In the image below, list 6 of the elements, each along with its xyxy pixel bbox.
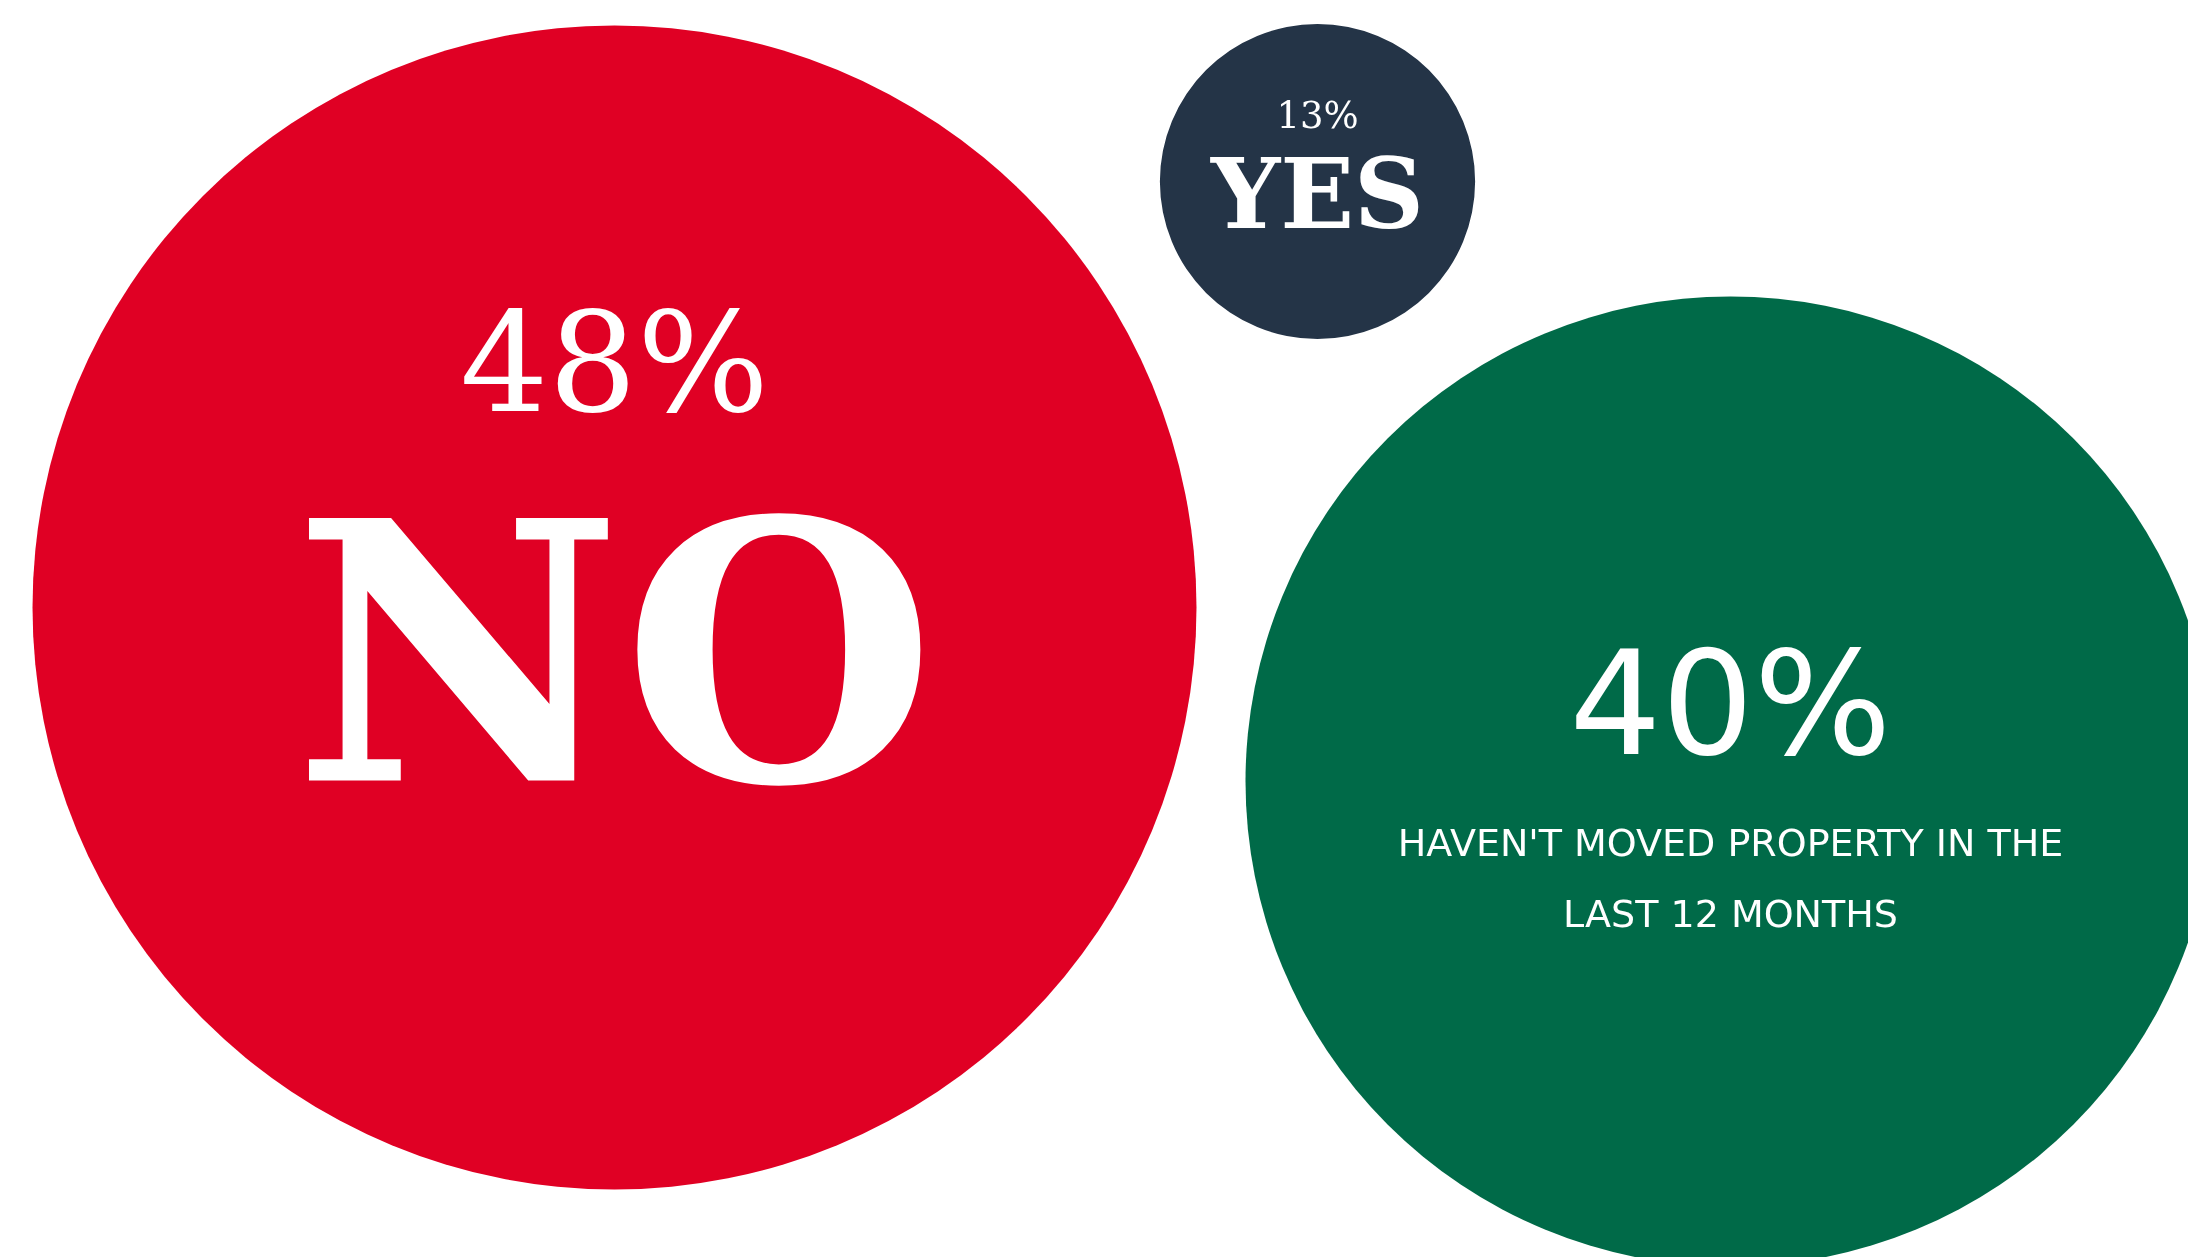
data-label: 48% xyxy=(460,282,769,445)
category-label: YES xyxy=(1209,137,1425,252)
data-label: 13% xyxy=(1276,93,1359,137)
category-label: NO xyxy=(293,442,936,866)
data-label: 40% xyxy=(1569,619,1892,789)
category-label: HAVEN'T MOVED PROPERTY IN THE LAST 12 MONTHS xyxy=(1397,821,2064,936)
